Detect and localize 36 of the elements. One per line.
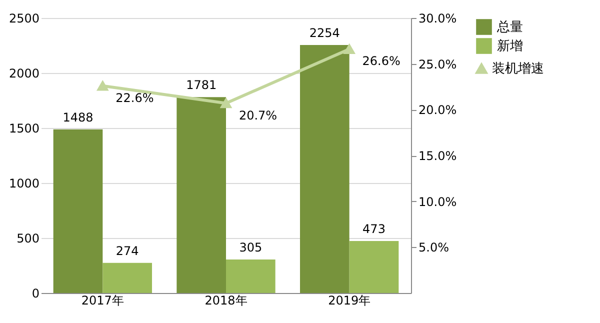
y2-tick-label: 30.0% (418, 12, 457, 26)
legend-label: 总量 (496, 20, 523, 35)
y-tick-label: 500 (16, 232, 40, 246)
data-label: 26.6% (362, 54, 400, 68)
legend-label: 装机增速 (492, 62, 544, 76)
bar (226, 259, 276, 293)
bar (176, 97, 226, 293)
x-tick-label: 2017年 (81, 294, 124, 308)
bar (102, 262, 152, 293)
y2-tick-label: 5.0% (418, 240, 449, 255)
x-tick-label: 2019年 (328, 294, 371, 308)
y-tick-label: 2500 (8, 12, 40, 26)
y-tick-label: 1000 (8, 176, 40, 190)
data-label: 1488 (62, 110, 94, 124)
x-tick-label: 2018年 (204, 294, 248, 308)
y2-tick-label: 10.0% (418, 194, 457, 209)
point (220, 98, 232, 108)
data-label: 20.7% (238, 108, 278, 122)
y2-tick-label: 25.0% (418, 57, 457, 72)
point (344, 44, 355, 54)
point (97, 80, 108, 91)
y2-tick-label: 15.0% (418, 149, 457, 163)
data-label: 22.6% (116, 90, 154, 105)
data-label: 473 (362, 222, 386, 236)
bar (349, 240, 399, 293)
y-tick-label: 0 (32, 286, 40, 300)
y-tick-label: 1500 (8, 122, 40, 136)
y2-tick-label: 20.0% (418, 103, 457, 118)
bar (53, 129, 103, 293)
y-tick-label: 2000 (8, 66, 40, 80)
bar (300, 45, 350, 293)
data-label: 305 (239, 240, 262, 254)
data-label: 1781 (186, 78, 217, 92)
data-label: 274 (116, 244, 139, 258)
data-label: 2254 (309, 26, 340, 40)
legend-label: 新增 (497, 39, 523, 54)
